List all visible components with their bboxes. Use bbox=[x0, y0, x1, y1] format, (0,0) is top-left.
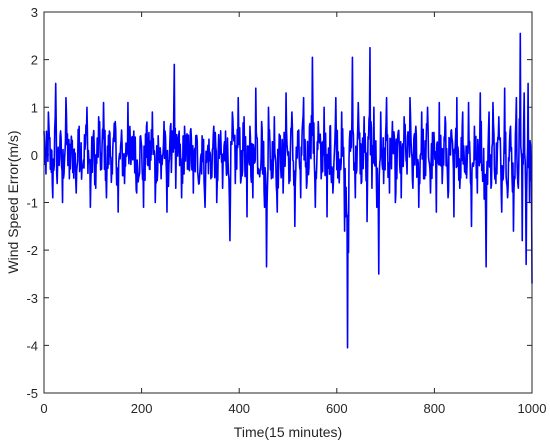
y-tick-label: -4 bbox=[26, 338, 38, 353]
x-tick-label: 800 bbox=[424, 401, 446, 416]
plot-frame bbox=[43, 11, 533, 394]
y-tick-label: -3 bbox=[26, 291, 38, 306]
series-layer bbox=[43, 32, 533, 349]
y-tick-label: 1 bbox=[31, 100, 38, 115]
y-tick-label: 0 bbox=[31, 148, 38, 163]
x-axis-label: Time(15 minutes) bbox=[234, 424, 342, 440]
x-tick-label: 400 bbox=[228, 401, 250, 416]
x-tick-label: 1000 bbox=[518, 401, 547, 416]
plot-background bbox=[44, 12, 532, 393]
y-tick-label: -5 bbox=[26, 386, 38, 401]
y-tick-label: -2 bbox=[26, 243, 38, 258]
y-tick-label: 2 bbox=[31, 53, 38, 68]
series-line-wind-speed-error bbox=[43, 32, 533, 349]
y-axis-label: Wind Speed Error(m/s) bbox=[5, 130, 21, 273]
x-tick-label: 0 bbox=[40, 401, 47, 416]
x-tick-label: 200 bbox=[131, 401, 153, 416]
x-tick-label: 600 bbox=[326, 401, 348, 416]
y-tick-label: -1 bbox=[26, 196, 38, 211]
y-tick-label: 3 bbox=[31, 5, 38, 20]
